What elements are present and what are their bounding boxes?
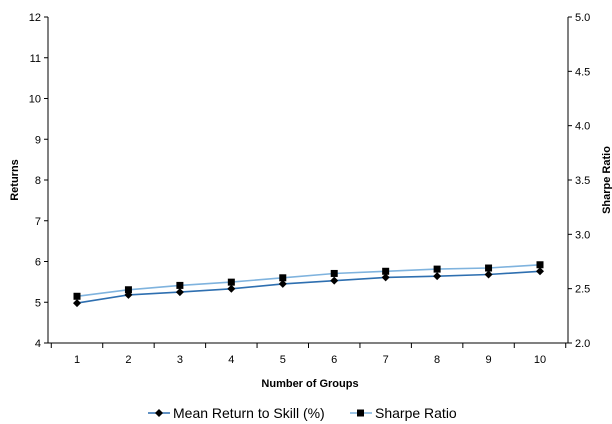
legend-label-mean-return: Mean Return to Skill (%) [173, 405, 325, 421]
x-tick-label: 4 [228, 354, 234, 366]
mean-return-point [278, 279, 287, 288]
y2-tick-label: 4.0 [575, 121, 590, 133]
x-tick-label: 3 [177, 354, 183, 366]
y-tick-label: 12 [29, 12, 41, 24]
mean-return-point [381, 273, 390, 282]
sharpe-ratio-point [485, 264, 493, 272]
y2-tick-label: 2.0 [575, 338, 590, 350]
sharpe-ratio-point [73, 292, 81, 300]
sharpe-ratio-point [176, 281, 184, 289]
x-tick-label: 6 [331, 354, 337, 366]
mean-return-point [484, 270, 493, 279]
legend-item-sharpe-ratio: Sharpe Ratio [350, 405, 457, 421]
sharpe-ratio-point [330, 269, 338, 277]
series-layer [73, 261, 544, 308]
y-tick-label: 11 [30, 53, 41, 65]
y2-tick-label: 5.0 [575, 12, 590, 24]
y-tick-label: 8 [35, 175, 41, 187]
y2-tick-label: 4.5 [575, 66, 590, 78]
y-tick-label: 5 [35, 297, 41, 309]
series-line-1 [76, 264, 541, 298]
y-axis-label: Returns [9, 159, 21, 201]
sharpe-ratio-point [433, 265, 441, 273]
y2-tick-label: 2.5 [575, 284, 590, 296]
y-tick-label: 10 [29, 94, 41, 106]
mean-return-point [433, 272, 442, 281]
mean-return-point [330, 276, 339, 285]
sharpe-ratio-point [279, 274, 287, 282]
legend-label-sharpe-ratio: Sharpe Ratio [375, 405, 457, 421]
y-tick-label: 6 [35, 257, 41, 269]
x-tick-label: 9 [485, 354, 491, 366]
y-tick-label: 9 [35, 134, 41, 146]
y-tick-label: 7 [35, 216, 41, 228]
sharpe-ratio-point [124, 286, 132, 294]
mean-return-point [175, 288, 184, 297]
mean-return-point [227, 284, 236, 293]
x-tick-label: 8 [434, 354, 440, 366]
legend: Mean Return to Skill (%) Sharpe Ratio [148, 405, 457, 421]
y2-tick-label: 3.0 [575, 229, 590, 241]
legend-item-mean-return: Mean Return to Skill (%) [148, 405, 325, 421]
sharpe-ratio-point [227, 278, 235, 286]
x-tick-label: 1 [74, 354, 80, 366]
x-tick-label: 7 [383, 354, 389, 366]
sharpe-ratio-point [536, 261, 544, 269]
x-tick-label: 10 [534, 354, 546, 366]
y2-tick-label: 3.5 [575, 175, 590, 187]
x-tick-label: 5 [280, 354, 286, 366]
y-tick-label: 4 [35, 338, 41, 350]
legend-square-marker-icon [357, 409, 364, 417]
series-line-0 [76, 270, 541, 304]
mean-return-point [73, 299, 81, 308]
legend-diamond-marker-icon [155, 409, 163, 417]
x-axis-label: Number of Groups [261, 378, 358, 390]
sharpe-ratio-point [382, 267, 390, 275]
mean-return-point [536, 267, 544, 276]
x-tick-label: 2 [125, 354, 131, 366]
y2-axis-label: Sharpe Ratio [601, 146, 612, 214]
